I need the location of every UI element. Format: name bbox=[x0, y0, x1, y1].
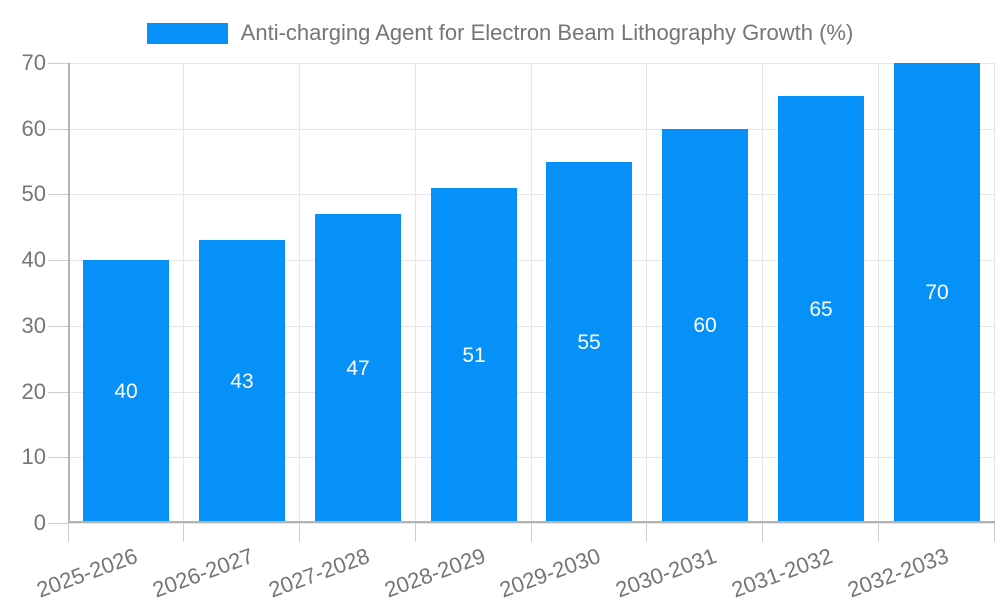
bar-value-label: 70 bbox=[925, 281, 949, 304]
y-axis-tick-label: 70 bbox=[21, 50, 46, 75]
x-tick-mark bbox=[531, 523, 532, 542]
x-tick-mark bbox=[762, 523, 763, 542]
x-gridline bbox=[299, 63, 300, 523]
bar-value-label: 51 bbox=[462, 344, 486, 367]
y-axis-tick-label: 40 bbox=[21, 247, 46, 272]
bar-value-label: 47 bbox=[346, 357, 370, 380]
legend-swatch bbox=[146, 22, 228, 44]
x-gridline bbox=[646, 63, 647, 523]
bar[interactable] bbox=[662, 129, 748, 523]
x-axis-category-label: 2032-2033 bbox=[844, 543, 952, 600]
x-gridline bbox=[994, 63, 995, 523]
x-axis-category-label: 2028-2029 bbox=[381, 543, 489, 600]
y-tick-mark bbox=[48, 523, 68, 524]
y-tick-mark bbox=[48, 63, 68, 64]
plot-area: 40 43 47 51 55 60 65 70 bbox=[48, 63, 995, 542]
x-gridline bbox=[183, 63, 184, 523]
x-axis-category-label: 2027-2028 bbox=[265, 543, 373, 600]
x-tick-mark bbox=[415, 523, 416, 542]
y-axis-tick-label: 0 bbox=[33, 510, 46, 535]
x-axis-category-label: 2029-2030 bbox=[496, 543, 604, 600]
y-axis-tick-label: 50 bbox=[21, 181, 46, 206]
bar[interactable] bbox=[83, 260, 169, 523]
bar-value-label: 40 bbox=[114, 380, 138, 403]
y-axis-tick-label: 30 bbox=[21, 313, 46, 338]
x-tick-mark bbox=[183, 523, 184, 542]
x-axis-category-label: 2026-2027 bbox=[149, 543, 257, 600]
y-tick-mark bbox=[48, 129, 68, 130]
y-tick-mark bbox=[48, 326, 68, 327]
x-axis-category-label: 2025-2026 bbox=[33, 543, 141, 600]
x-tick-mark bbox=[68, 523, 69, 542]
x-tick-mark bbox=[878, 523, 879, 542]
x-tick-mark bbox=[994, 523, 995, 542]
y-tick-mark bbox=[48, 194, 68, 195]
bar[interactable] bbox=[199, 240, 285, 523]
bar-value-label: 65 bbox=[809, 298, 833, 321]
x-tick-mark bbox=[646, 523, 647, 542]
x-gridline bbox=[531, 63, 532, 523]
bar-value-label: 43 bbox=[230, 370, 254, 393]
bar-value-label: 60 bbox=[693, 314, 717, 337]
x-tick-mark bbox=[299, 523, 300, 542]
bar[interactable] bbox=[778, 96, 864, 523]
x-axis-category-label: 2030-2031 bbox=[612, 543, 720, 600]
y-tick-mark bbox=[48, 260, 68, 261]
legend-item[interactable]: Anti-charging Agent for Electron Beam Li… bbox=[146, 20, 854, 46]
y-tick-mark bbox=[48, 457, 68, 458]
y-axis-tick-label: 20 bbox=[21, 379, 46, 404]
bar[interactable] bbox=[315, 214, 401, 523]
x-gridline bbox=[762, 63, 763, 523]
x-gridline bbox=[878, 63, 879, 523]
x-gridline bbox=[415, 63, 416, 523]
y-axis-tick-label: 10 bbox=[21, 444, 46, 469]
x-axis-line bbox=[68, 521, 995, 523]
chart-legend: Anti-charging Agent for Electron Beam Li… bbox=[0, 20, 1000, 46]
y-axis-tick-label: 60 bbox=[21, 116, 46, 141]
y-tick-mark bbox=[48, 392, 68, 393]
bar-value-label: 55 bbox=[577, 331, 601, 354]
legend-label: Anti-charging Agent for Electron Beam Li… bbox=[240, 20, 854, 45]
bar[interactable] bbox=[546, 162, 632, 523]
x-axis-category-label: 2031-2032 bbox=[728, 543, 836, 600]
bar[interactable] bbox=[894, 63, 980, 523]
y-axis-line bbox=[68, 63, 70, 523]
bar[interactable] bbox=[431, 188, 517, 523]
